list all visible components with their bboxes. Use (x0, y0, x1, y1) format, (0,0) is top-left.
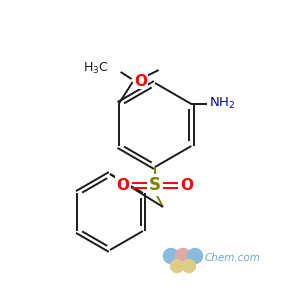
Text: O: O (181, 178, 194, 193)
Text: H$_3$C: H$_3$C (83, 60, 109, 76)
Circle shape (176, 248, 190, 263)
Text: Chem.com: Chem.com (205, 253, 261, 263)
Circle shape (188, 248, 202, 263)
Text: S: S (149, 176, 161, 194)
Circle shape (170, 260, 184, 272)
Circle shape (182, 260, 196, 272)
Text: NH$_2$: NH$_2$ (209, 95, 236, 111)
Text: O: O (135, 74, 148, 88)
Circle shape (164, 248, 178, 263)
Text: O: O (116, 178, 130, 193)
